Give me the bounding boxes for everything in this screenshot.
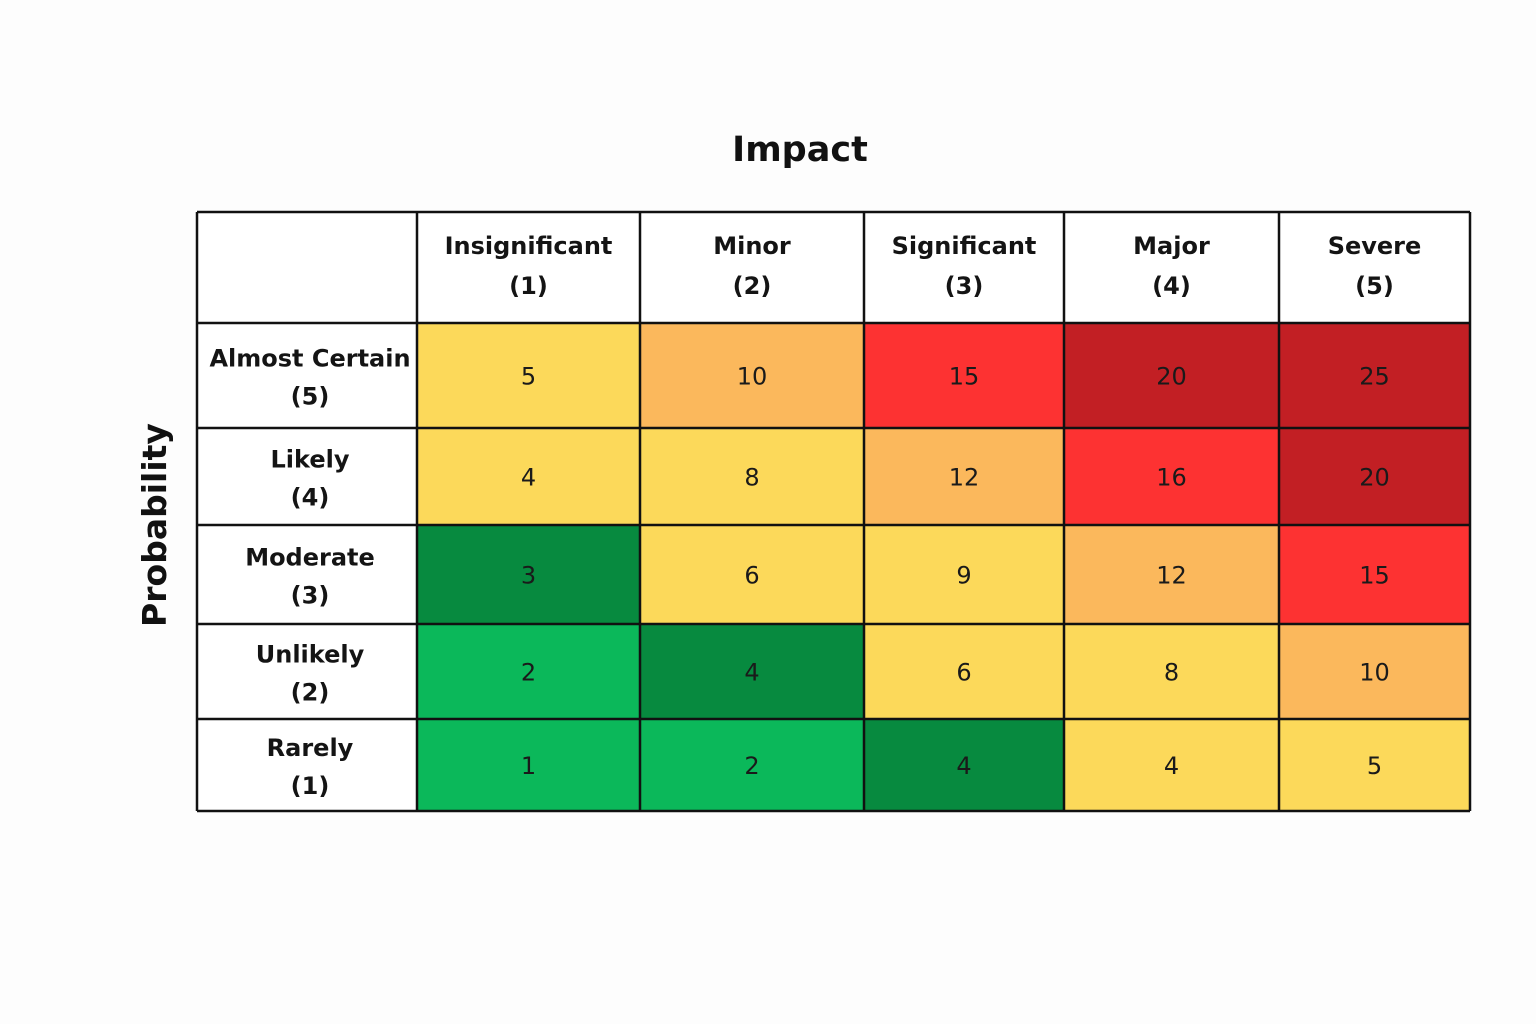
row-header-label: Moderate (245, 544, 375, 572)
cell-value-label: 25 (1359, 363, 1390, 391)
row-header-score: (2) (291, 679, 330, 707)
x-axis-title: Impact (732, 130, 868, 170)
column-header-score: (2) (733, 272, 772, 300)
cell-value-label: 20 (1156, 363, 1187, 391)
cell-value-label: 2 (744, 752, 759, 780)
cell-yellow (1064, 719, 1279, 811)
cell-value-label: 8 (1164, 659, 1179, 687)
cell-value-label: 16 (1156, 464, 1187, 492)
cell-value-label: 2 (521, 659, 536, 687)
cell-value-label: 12 (949, 464, 980, 492)
cell-red (1064, 428, 1279, 525)
row-header-label: Almost Certain (209, 345, 410, 373)
cell-value-label: 15 (1359, 562, 1390, 590)
cell-yellow (640, 428, 864, 525)
cell-dark-red (1064, 323, 1279, 428)
cell-orange (864, 428, 1064, 525)
row-header-score: (4) (291, 484, 330, 512)
cell-value-label: 9 (956, 562, 971, 590)
row-header-score: (1) (291, 772, 330, 800)
cell-yellow (864, 525, 1064, 624)
cell-value-label: 4 (521, 464, 536, 492)
cell-dark-green (640, 624, 864, 719)
cell-dark-red (1279, 428, 1470, 525)
cell-orange (1064, 525, 1279, 624)
cell-value-label: 15 (949, 363, 980, 391)
column-header-score: (3) (945, 272, 984, 300)
cell-yellow (1279, 719, 1470, 811)
row-header-label: Likely (271, 446, 350, 474)
cell-green (417, 624, 640, 719)
column-header-score: (4) (1152, 272, 1191, 300)
cell-orange (640, 323, 864, 428)
cell-yellow (417, 428, 640, 525)
cell-red (1279, 525, 1470, 624)
cell-value-label: 4 (956, 752, 971, 780)
row-header-score: (3) (291, 582, 330, 610)
cell-value-label: 5 (521, 363, 536, 391)
row-header-score: (5) (291, 383, 330, 411)
column-header-label: Major (1133, 232, 1210, 260)
row-header-label: Unlikely (256, 641, 365, 669)
column-header-score: (1) (509, 272, 548, 300)
cell-dark-red (1279, 323, 1470, 428)
cell-dark-green (864, 719, 1064, 811)
cell-yellow (864, 624, 1064, 719)
cell-yellow (1064, 624, 1279, 719)
cell-yellow (640, 525, 864, 624)
cell-value-label: 10 (737, 363, 768, 391)
cell-dark-green (417, 525, 640, 624)
column-header-label: Minor (713, 232, 791, 260)
cell-value-label: 4 (1164, 752, 1179, 780)
cell-green (417, 719, 640, 811)
column-header-label: Insignificant (445, 232, 613, 260)
cell-value-label: 12 (1156, 562, 1187, 590)
cell-value-label: 10 (1359, 659, 1390, 687)
column-header-score: (5) (1355, 272, 1394, 300)
row-header-label: Rarely (267, 734, 354, 762)
cell-red (864, 323, 1064, 428)
cell-value-label: 20 (1359, 464, 1390, 492)
cell-value-label: 4 (744, 659, 759, 687)
cell-value-label: 1 (521, 752, 536, 780)
cell-value-label: 6 (956, 659, 971, 687)
header-row-background (197, 212, 1470, 323)
cell-orange (1279, 624, 1470, 719)
cell-value-label: 6 (744, 562, 759, 590)
cell-value-label: 3 (521, 562, 536, 590)
column-header-label: Severe (1328, 232, 1422, 260)
cell-value-label: 8 (744, 464, 759, 492)
cell-value-label: 5 (1367, 752, 1382, 780)
column-header-label: Significant (892, 232, 1037, 260)
cell-yellow (417, 323, 640, 428)
row-header-background (197, 323, 417, 811)
cell-green (640, 719, 864, 811)
